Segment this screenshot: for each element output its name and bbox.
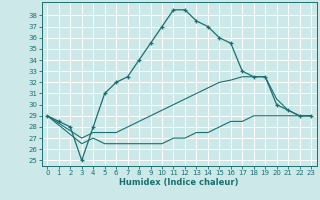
X-axis label: Humidex (Indice chaleur): Humidex (Indice chaleur) bbox=[119, 178, 239, 187]
